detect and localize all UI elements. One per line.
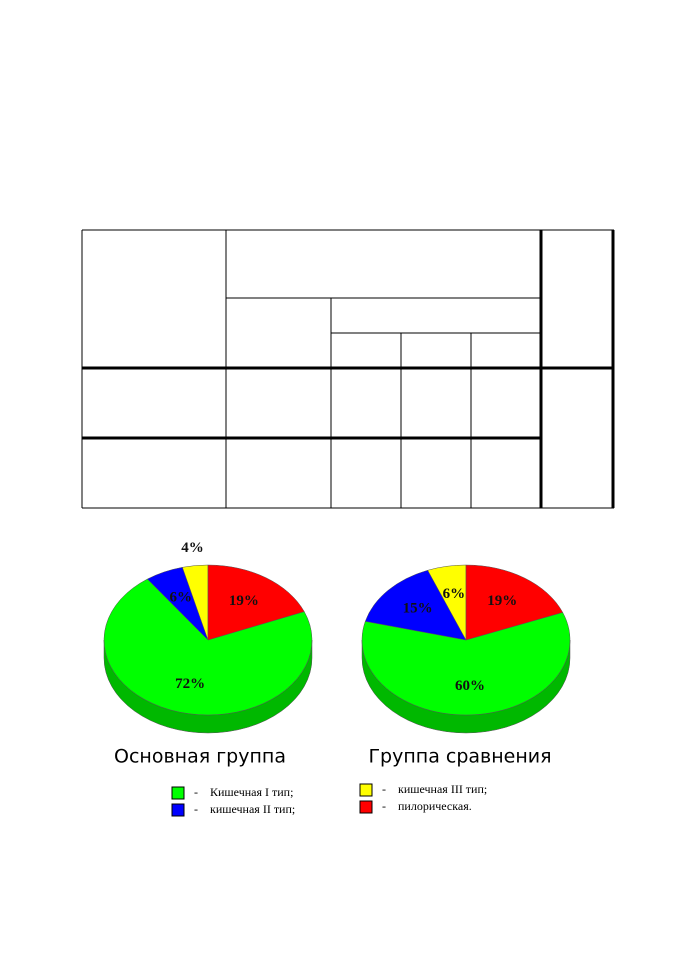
pie-slice [103,578,313,716]
value-label: 6% [443,586,466,602]
pie-slice [207,564,305,641]
pie-slice [364,569,467,641]
chart-title: Группа сравнения [368,746,551,768]
legend-swatch [171,803,185,817]
charts: 72% 6% 4% 19% Основная группа 60% 15% 6% 19% Груп… [103,540,571,768]
legend: - Кишечная I тип;- кишечная II тип;- кишечн… [171,782,487,817]
value-label: 19% [487,593,517,609]
value-label: 19% [229,593,259,609]
legend-swatch [359,800,373,814]
value-label: 72% [175,676,205,692]
legend-swatch [359,783,373,797]
legend-separator: - [194,802,198,816]
pie-slice [361,612,571,716]
legend-label: пилорическая. [398,799,472,813]
table [81,229,615,509]
legend-separator: - [194,785,198,799]
legend-separator: - [382,799,386,813]
legend-swatch [171,786,185,800]
legend-label: кишечная II тип; [210,802,295,816]
legend-label: кишечная III тип; [398,782,487,796]
legend-label: Кишечная I тип; [210,785,293,799]
chart-title: Основная группа [114,746,286,768]
value-label: 60% [455,678,485,694]
value-label: 15% [403,601,433,617]
pie-slice [465,564,564,641]
value-label: 4% [181,540,204,556]
value-label: 6% [170,589,193,605]
legend-separator: - [382,782,386,796]
